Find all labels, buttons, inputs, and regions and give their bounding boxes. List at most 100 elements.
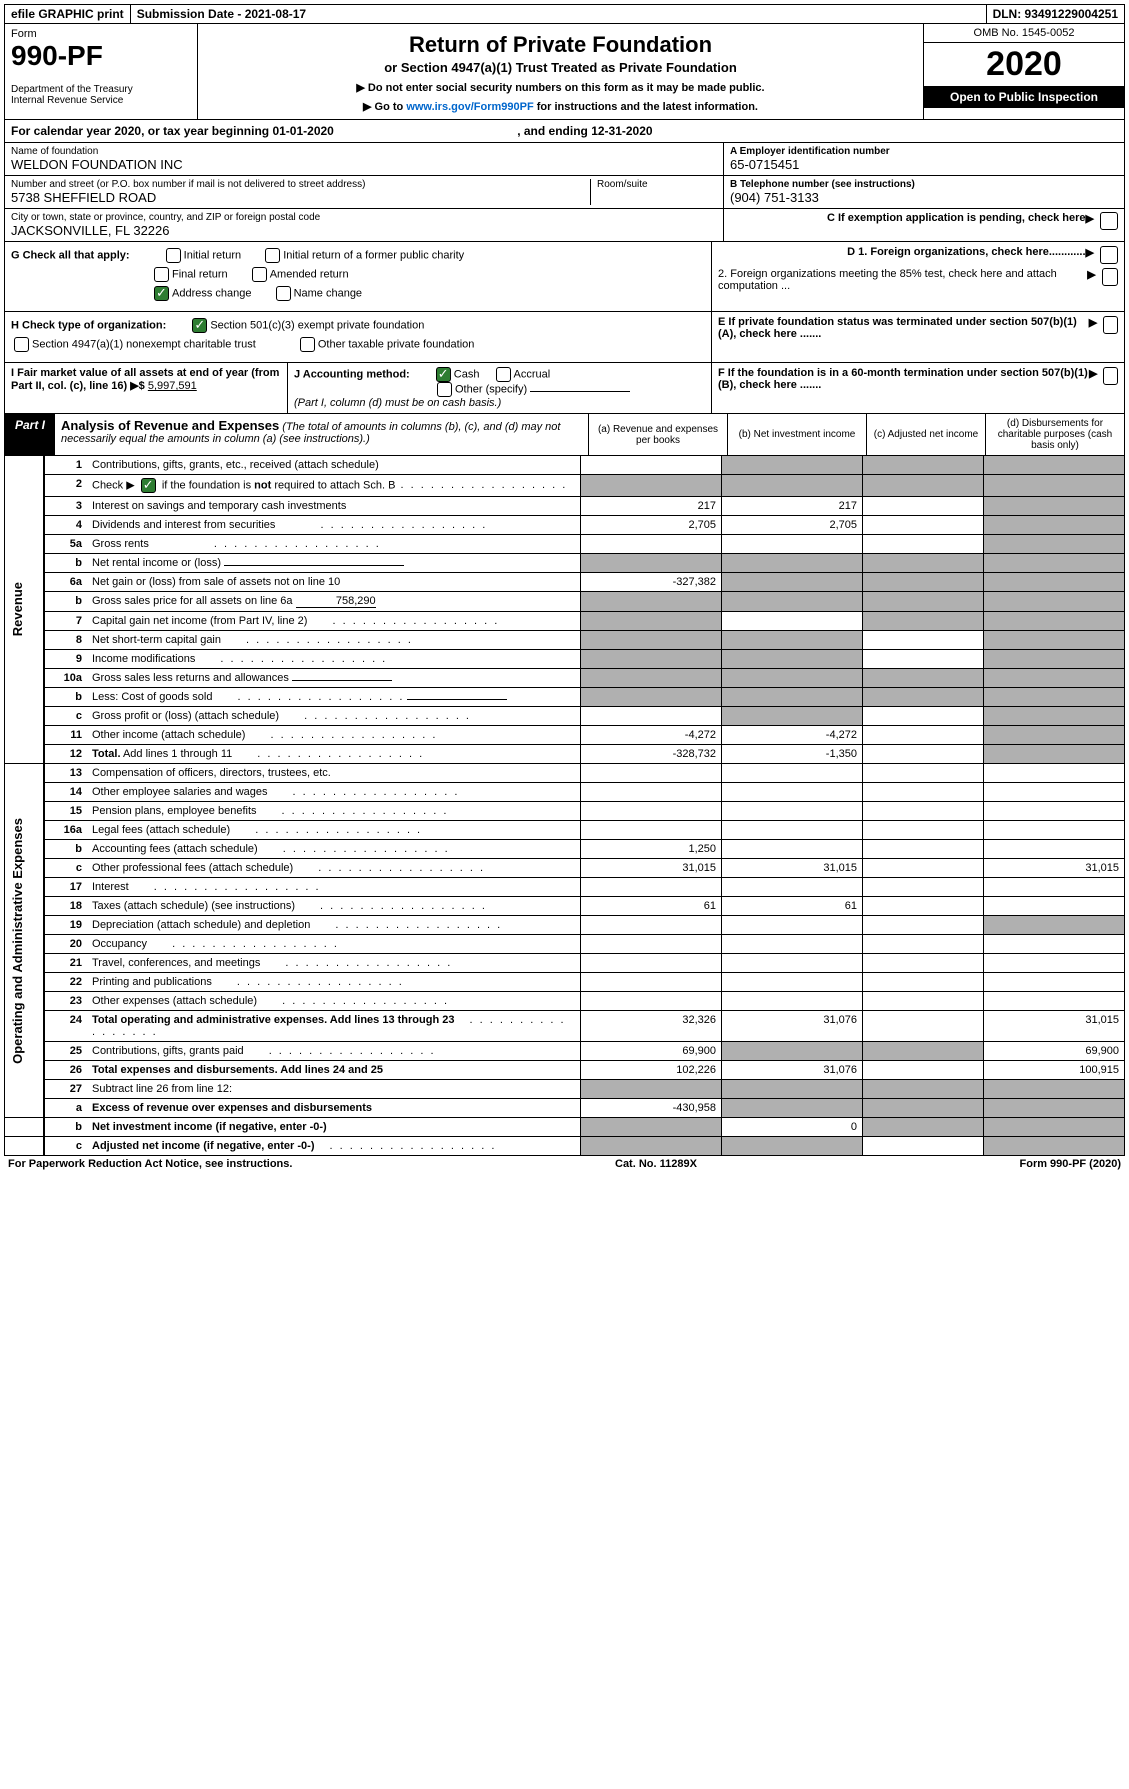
col-a-header: (a) Revenue and expenses per books xyxy=(588,414,727,455)
row-6b: bGross sales price for all assets on lin… xyxy=(5,592,1125,612)
instruction-1: ▶ Do not enter social security numbers o… xyxy=(204,81,917,94)
instructions-link[interactable]: www.irs.gov/Form990PF xyxy=(406,101,533,113)
part-1-title-cell: Analysis of Revenue and Expenses (The to… xyxy=(55,414,588,455)
foundation-name-cell: Name of foundation WELDON FOUNDATION INC xyxy=(5,143,723,176)
address-cell: Number and street (or P.O. box number if… xyxy=(5,176,723,209)
footer-mid: Cat. No. 11289X xyxy=(615,1158,697,1170)
footer-left: For Paperwork Reduction Act Notice, see … xyxy=(8,1158,292,1170)
row-9: 9Income modifications xyxy=(5,650,1125,669)
row-5a: 5aGross rents xyxy=(5,535,1125,554)
j-section: J Accounting method: Cash Accrual Other … xyxy=(288,363,711,413)
row-12: 12Total. Add lines 1 through 11 -328,732… xyxy=(5,745,1125,764)
h-section: H Check type of organization: Section 50… xyxy=(5,312,711,362)
other-method-checkbox[interactable] xyxy=(437,382,452,397)
name-change-checkbox[interactable] xyxy=(276,286,291,301)
omb-number: OMB No. 1545-0052 xyxy=(924,24,1124,43)
col-b-header: (b) Net investment income xyxy=(727,414,866,455)
row-17: 17Interest xyxy=(5,878,1125,897)
row-7: 7Capital gain net income (from Part IV, … xyxy=(5,612,1125,631)
row-6a: 6aNet gain or (loss) from sale of assets… xyxy=(5,573,1125,592)
form-number: 990-PF xyxy=(11,40,191,72)
row-27b: bNet investment income (if negative, ent… xyxy=(5,1118,1125,1137)
sch-b-checkbox[interactable] xyxy=(141,478,156,493)
final-return-checkbox[interactable] xyxy=(154,267,169,282)
row-10a: 10aGross sales less returns and allowanc… xyxy=(5,669,1125,688)
row-26: 26Total expenses and disbursements. Add … xyxy=(5,1061,1125,1080)
g-section: G Check all that apply: Initial return I… xyxy=(5,242,711,311)
i-section: I Fair market value of all assets at end… xyxy=(5,363,288,413)
header-right: OMB No. 1545-0052 2020 Open to Public In… xyxy=(923,24,1124,119)
form-header: Form 990-PF Department of the Treasury I… xyxy=(4,24,1125,120)
f-section: F If the foundation is in a 60-month ter… xyxy=(711,363,1124,413)
submission-date: Submission Date - 2021-08-17 xyxy=(131,5,987,23)
d2-checkbox[interactable] xyxy=(1102,268,1118,286)
info-block: Name of foundation WELDON FOUNDATION INC… xyxy=(4,143,1125,242)
open-public-badge: Open to Public Inspection xyxy=(924,86,1124,108)
row-25: 25Contributions, gifts, grants paid69,90… xyxy=(5,1042,1125,1061)
amended-return-checkbox[interactable] xyxy=(252,267,267,282)
row-23: 23Other expenses (attach schedule) xyxy=(5,992,1125,1011)
footer-row: For Paperwork Reduction Act Notice, see … xyxy=(4,1156,1125,1172)
accrual-checkbox[interactable] xyxy=(496,367,511,382)
row-8: 8Net short-term capital gain xyxy=(5,631,1125,650)
phone-cell: B Telephone number (see instructions) (9… xyxy=(724,176,1124,209)
instruction-2: ▶ Go to www.irs.gov/Form990PF for instru… xyxy=(204,100,917,113)
efile-label: efile GRAPHIC print xyxy=(5,5,131,23)
h-e-row: H Check type of organization: Section 50… xyxy=(4,312,1125,363)
info-left: Name of foundation WELDON FOUNDATION INC… xyxy=(5,143,723,241)
row-18: 18Taxes (attach schedule) (see instructi… xyxy=(5,897,1125,916)
row-14: 14Other employee salaries and wages xyxy=(5,783,1125,802)
row-22: 22Printing and publications xyxy=(5,973,1125,992)
row-10b: bLess: Cost of goods sold xyxy=(5,688,1125,707)
col-c-header: (c) Adjusted net income xyxy=(866,414,985,455)
form-title: Return of Private Foundation xyxy=(204,32,917,58)
address-change-checkbox[interactable] xyxy=(154,286,169,301)
part-1-header: Part I Analysis of Revenue and Expenses … xyxy=(4,414,1125,456)
e-checkbox[interactable] xyxy=(1103,316,1118,334)
part-1-label: Part I xyxy=(5,414,55,455)
footer-right: Form 990-PF (2020) xyxy=(1020,1158,1121,1170)
ein-cell: A Employer identification number 65-0715… xyxy=(724,143,1124,176)
revenue-sidelabel: Revenue xyxy=(10,582,25,636)
c-exemption-cell: C If exemption application is pending, c… xyxy=(724,209,1124,233)
header-left: Form 990-PF Department of the Treasury I… xyxy=(5,24,198,119)
department-label: Department of the Treasury Internal Reve… xyxy=(11,84,191,106)
row-1: Revenue 1Contributions, gifts, grants, e… xyxy=(5,456,1125,475)
part-1-table: Revenue 1Contributions, gifts, grants, e… xyxy=(4,456,1125,1156)
cash-checkbox[interactable] xyxy=(436,367,451,382)
row-15: 15Pension plans, employee benefits xyxy=(5,802,1125,821)
row-21: 21Travel, conferences, and meetings xyxy=(5,954,1125,973)
row-27: 27Subtract line 26 from line 12: xyxy=(5,1080,1125,1099)
form-subtitle: or Section 4947(a)(1) Trust Treated as P… xyxy=(204,60,917,75)
row-20: 20Occupancy xyxy=(5,935,1125,954)
row-16b: bAccounting fees (attach schedule)1,250 xyxy=(5,840,1125,859)
initial-former-checkbox[interactable] xyxy=(265,248,280,263)
row-10c: cGross profit or (loss) (attach schedule… xyxy=(5,707,1125,726)
city-cell: City or town, state or province, country… xyxy=(5,209,723,241)
header-mid: Return of Private Foundation or Section … xyxy=(198,24,923,119)
col-d-header: (d) Disbursements for charitable purpose… xyxy=(985,414,1124,455)
form-label: Form xyxy=(11,28,191,40)
row-13: Operating and Administrative Expenses 13… xyxy=(5,764,1125,783)
row-19: 19Depreciation (attach schedule) and dep… xyxy=(5,916,1125,935)
initial-return-checkbox[interactable] xyxy=(166,248,181,263)
row-3: 3Interest on savings and temporary cash … xyxy=(5,497,1125,516)
501c3-checkbox[interactable] xyxy=(192,318,207,333)
row-24: 24Total operating and administrative exp… xyxy=(5,1011,1125,1042)
d-section: D 1. Foreign organizations, check here..… xyxy=(711,242,1124,311)
g-d-row: G Check all that apply: Initial return I… xyxy=(4,242,1125,312)
info-right: A Employer identification number 65-0715… xyxy=(723,143,1124,241)
c-checkbox[interactable] xyxy=(1100,212,1118,230)
row-27a: aExcess of revenue over expenses and dis… xyxy=(5,1099,1125,1118)
row-4: 4Dividends and interest from securities … xyxy=(5,516,1125,535)
i-j-f-row: I Fair market value of all assets at end… xyxy=(4,363,1125,414)
row-5b: bNet rental income or (loss) xyxy=(5,554,1125,573)
calendar-year-row: For calendar year 2020, or tax year begi… xyxy=(4,120,1125,143)
row-16a: 16aLegal fees (attach schedule) xyxy=(5,821,1125,840)
other-taxable-checkbox[interactable] xyxy=(300,337,315,352)
top-bar: efile GRAPHIC print Submission Date - 20… xyxy=(4,4,1125,24)
d1-checkbox[interactable] xyxy=(1100,246,1118,264)
f-checkbox[interactable] xyxy=(1103,367,1118,385)
row-2: 2Check ▶ if the foundation is not requir… xyxy=(5,475,1125,497)
4947-checkbox[interactable] xyxy=(14,337,29,352)
